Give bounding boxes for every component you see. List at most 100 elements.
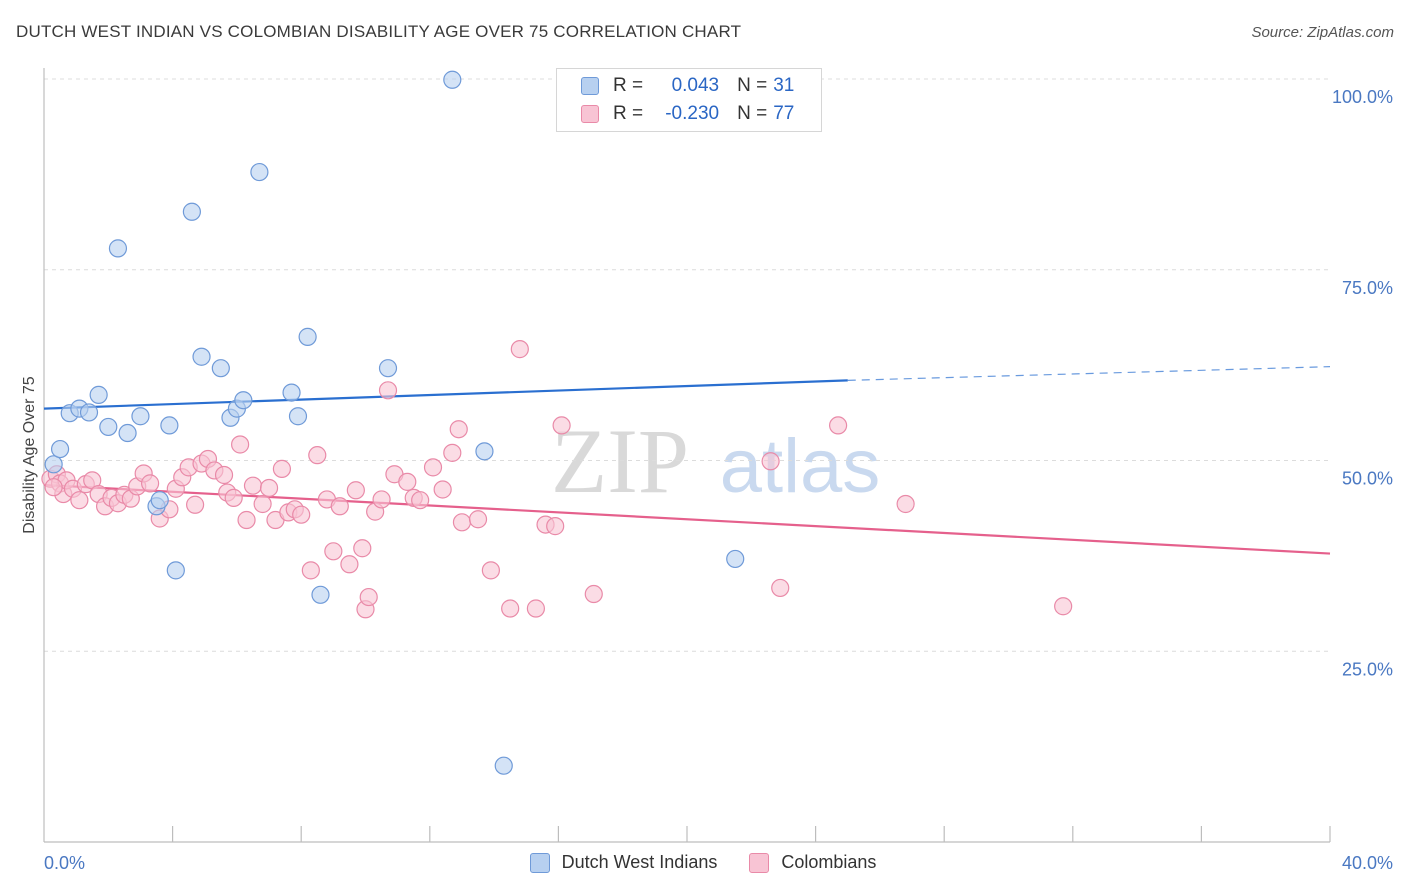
dutch-west-indian-point bbox=[44, 455, 63, 474]
colombian-point bbox=[259, 478, 279, 498]
dutch-west-indian-point bbox=[160, 416, 179, 435]
colombian-point bbox=[253, 494, 272, 514]
dutch-west-indian-point bbox=[282, 383, 301, 402]
chart-title: DUTCH WEST INDIAN VS COLOMBIAN DISABILIT… bbox=[16, 22, 742, 41]
blue-swatch-icon bbox=[529, 852, 550, 873]
tick-labels: 100.0% 75.0% 50.0% 25.0% 0.0% 40.0% bbox=[44, 87, 1393, 873]
colombian-point bbox=[452, 513, 472, 532]
colombian-point bbox=[761, 452, 780, 471]
colombian-point bbox=[443, 443, 462, 462]
data-points bbox=[41, 70, 1073, 775]
watermark-atlas: atlas bbox=[720, 424, 881, 509]
colombian-point bbox=[243, 476, 263, 495]
dutch-west-indian-point bbox=[131, 407, 150, 426]
colombian-point bbox=[272, 459, 292, 478]
colombian-point bbox=[423, 458, 443, 477]
colombian-point bbox=[44, 478, 63, 497]
colombian-point bbox=[481, 561, 500, 580]
colombian-point bbox=[468, 510, 488, 529]
blue-trend-extension bbox=[847, 366, 1331, 381]
n-label: N = bbox=[737, 75, 768, 96]
colombian-point bbox=[398, 472, 417, 491]
dutch-west-indian-point bbox=[726, 549, 745, 569]
pink-swatch-icon bbox=[749, 852, 770, 873]
colombian-point bbox=[896, 494, 915, 514]
colombian-point bbox=[372, 490, 391, 509]
dutch-west-indian-point bbox=[311, 585, 330, 604]
y-tick-label: 100.0% bbox=[1332, 87, 1393, 107]
colombian-point bbox=[829, 416, 848, 435]
legend-item-dutch-west-indians[interactable]: Dutch West Indians bbox=[529, 852, 718, 873]
axes bbox=[43, 68, 1331, 843]
colombian-point bbox=[1054, 597, 1073, 616]
colombian-point bbox=[510, 340, 529, 359]
dutch-west-indian-point bbox=[166, 561, 185, 580]
dutch-west-indian-point bbox=[108, 239, 128, 258]
n-value: 77 bbox=[773, 103, 795, 124]
colombian-point bbox=[346, 481, 365, 500]
legend-label: Colombians bbox=[781, 852, 877, 872]
colombian-point bbox=[340, 555, 359, 574]
blue-swatch-icon bbox=[581, 77, 599, 95]
gridlines bbox=[44, 78, 1330, 652]
y-tick-label: 50.0% bbox=[1342, 469, 1393, 489]
r-value: 0.043 bbox=[671, 75, 720, 96]
dutch-west-indian-point bbox=[211, 359, 230, 378]
blue-trend-line bbox=[43, 379, 848, 410]
legend-row-colombians: R = -0.230 N = 77 bbox=[581, 101, 794, 127]
y-axis-label: Disability Age Over 75 bbox=[21, 376, 38, 534]
r-value: -0.230 bbox=[665, 103, 720, 124]
legend-row-dutch-west-indians: R = 0.043 N = 31 bbox=[581, 73, 794, 99]
colombian-point bbox=[546, 517, 565, 536]
dutch-west-indian-point bbox=[79, 403, 99, 422]
colombian-point bbox=[231, 435, 250, 454]
colombian-point bbox=[526, 599, 545, 618]
legend-item-colombians[interactable]: Colombians bbox=[749, 852, 876, 873]
dutch-west-indian-point bbox=[378, 359, 398, 378]
colombian-point bbox=[292, 505, 311, 524]
colombian-point bbox=[324, 542, 343, 561]
r-label: R = bbox=[613, 103, 644, 124]
n-value: 31 bbox=[773, 75, 795, 96]
colombian-point bbox=[186, 495, 205, 514]
dutch-west-indian-point bbox=[99, 417, 118, 437]
colombian-point bbox=[501, 599, 520, 618]
n-label: N = bbox=[737, 103, 768, 124]
x-tick-label: 40.0% bbox=[1342, 853, 1393, 873]
colombian-point bbox=[224, 488, 243, 507]
colombian-point bbox=[237, 510, 256, 530]
colombian-point bbox=[411, 491, 430, 510]
dutch-west-indian-point bbox=[118, 423, 137, 443]
dutch-west-indian-point bbox=[182, 202, 201, 221]
colombian-point bbox=[378, 381, 398, 400]
dutch-west-indian-point bbox=[494, 756, 513, 775]
dutch-west-indian-point bbox=[50, 439, 70, 459]
pink-swatch-icon bbox=[581, 105, 599, 123]
colombian-point bbox=[353, 539, 372, 558]
dutch-west-indian-point bbox=[298, 327, 317, 346]
colombian-point bbox=[301, 561, 320, 580]
colombian-point bbox=[308, 446, 327, 465]
legend-label: Dutch West Indians bbox=[561, 852, 718, 872]
dutch-west-indian-point bbox=[234, 391, 253, 410]
colombian-point bbox=[584, 584, 603, 604]
colombian-point bbox=[140, 474, 160, 493]
correlation-legend: R = 0.043 N = 31 R = -0.230 N = 77 bbox=[556, 68, 822, 132]
dutch-west-indian-point bbox=[250, 162, 269, 182]
colombian-point bbox=[449, 420, 468, 439]
colombian-point bbox=[359, 587, 378, 607]
colombian-point bbox=[70, 491, 89, 510]
dutch-west-indian-point bbox=[150, 491, 169, 510]
dutch-west-indian-point bbox=[192, 347, 211, 366]
dutch-west-indian-point bbox=[89, 385, 108, 404]
series-legend: Dutch West Indians Colombians bbox=[0, 852, 1406, 873]
y-tick-label: 75.0% bbox=[1342, 278, 1393, 298]
colombian-point bbox=[771, 578, 790, 598]
r-label: R = bbox=[613, 75, 644, 96]
dutch-west-indian-point bbox=[443, 70, 462, 89]
colombian-point bbox=[433, 480, 452, 499]
colombian-point bbox=[330, 497, 349, 516]
x-tick-label: 0.0% bbox=[44, 853, 85, 873]
colombian-point bbox=[214, 465, 234, 485]
